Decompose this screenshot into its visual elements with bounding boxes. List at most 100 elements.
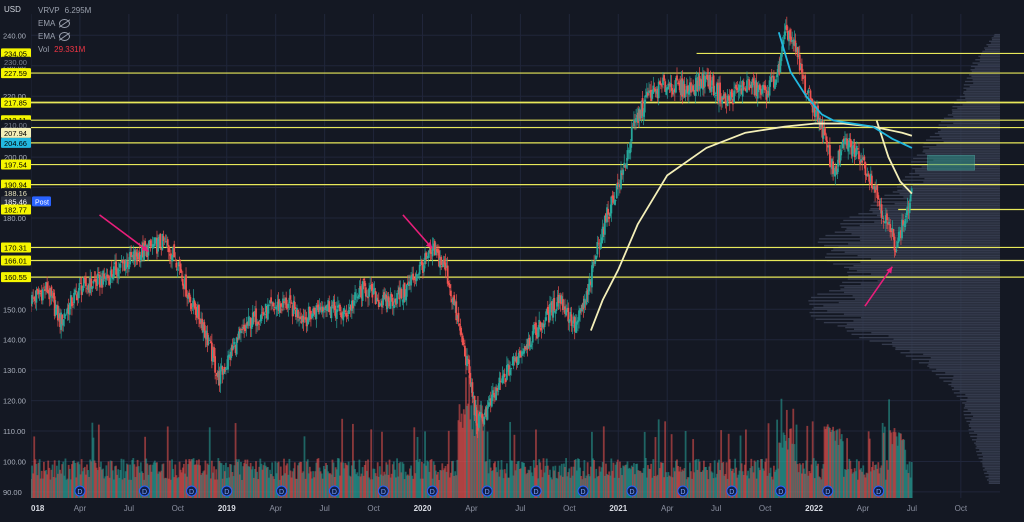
volume-bar [779,442,782,498]
candle-body [471,382,474,397]
volume-bar [205,474,208,498]
volume-profile-bar [984,467,1000,469]
candle-body [164,241,167,243]
candle-body [415,273,418,282]
volume-bar [437,471,439,498]
volume-profile-bar [882,218,1000,220]
volume-bar [524,466,527,498]
candle-body [690,82,692,93]
volume-bar [166,426,169,498]
candle-body [36,288,39,291]
legend-row-ema-2[interactable]: EMA [38,32,71,42]
candle-body [456,315,459,319]
volume-bar [668,475,671,498]
candle-body [129,251,131,265]
volume-bar [275,473,278,498]
legend-row-ema-1[interactable]: EMA [38,19,71,29]
candle-body [725,103,728,106]
candle-body [566,308,569,311]
volume-bar [866,473,869,498]
candle-body [437,249,439,253]
volume-profile-bar [870,204,1000,207]
x-tick-label: Apr [857,504,870,513]
candle-body [663,75,665,81]
candle-body [652,85,655,94]
volume-bar [638,470,641,498]
candle-body [446,265,449,284]
volume-profile-bar [979,60,1000,63]
candle-body [547,311,550,323]
volume-bar [444,465,447,498]
volume-bar [64,458,67,498]
candle-body [789,29,791,39]
candle-body [872,187,874,189]
volume-profile-bar [975,447,1000,449]
candle-body [570,314,573,326]
candle-body [171,254,173,262]
candle-body [523,348,526,354]
candle-body [101,278,103,288]
candle-body [886,213,888,220]
candle-body [255,308,257,326]
candle-body [69,295,72,306]
candle-body [635,117,637,123]
candle-body [609,213,612,217]
volume-bar [642,468,645,498]
volume-bar [467,403,470,498]
candle-body [209,341,212,343]
candle-body [795,48,798,52]
candle-body [448,284,451,289]
candle-body [125,260,128,266]
volume-bar [549,469,551,498]
candle-body [714,95,717,97]
volume-bar [439,469,442,498]
price-tag-bg [1,137,31,148]
volume-profile-bar [809,311,1000,314]
volume-profile-bar [846,228,1000,230]
candle-body [606,207,608,223]
ema-slow-tail-line [875,120,913,195]
candle-body [585,291,588,305]
x-tick-label: 2019 [218,504,236,513]
candle-body [410,276,412,286]
volume-bar [131,459,134,498]
volume-bar [569,477,572,498]
legend-row-vol[interactable]: Vol 29.331M [38,45,85,54]
volume-bar [698,461,701,498]
candle-body [76,294,79,301]
volume-bar [903,439,906,498]
volume-bar [198,459,200,498]
volume-bar [447,430,450,498]
candle-body [835,166,838,172]
volume-bar [521,461,523,498]
candle-body [655,90,658,94]
candle-body [598,246,601,249]
price-tag-label: 188.16 [4,189,27,198]
eye-hidden-icon[interactable] [59,32,71,42]
volume-bar [900,433,902,498]
price-tag-bg [1,179,31,190]
x-tick-label: 2021 [609,504,627,513]
volume-bar [315,462,318,498]
volume-bar [490,471,493,498]
legend-row-vrvp[interactable]: VRVP 6.295M [38,6,91,15]
volume-profile-bar [817,241,1000,243]
candle-body [691,86,693,90]
volume-bar [204,460,207,498]
volume-bar [839,439,842,498]
candle-body [803,76,805,78]
currency-label: USD [4,5,21,14]
legend-label: EMA [38,32,56,41]
volume-profile-bar [952,105,1000,108]
candle-body [246,322,249,326]
dividend-marker [626,485,638,497]
volume-profile-bar [951,382,1000,384]
volume-bar [115,465,117,498]
volume-bar [637,470,640,498]
candle-body [689,82,691,92]
volume-bar [743,464,746,498]
eye-hidden-icon[interactable] [59,19,71,29]
candle-body [377,299,380,307]
volume-bar [272,476,275,498]
